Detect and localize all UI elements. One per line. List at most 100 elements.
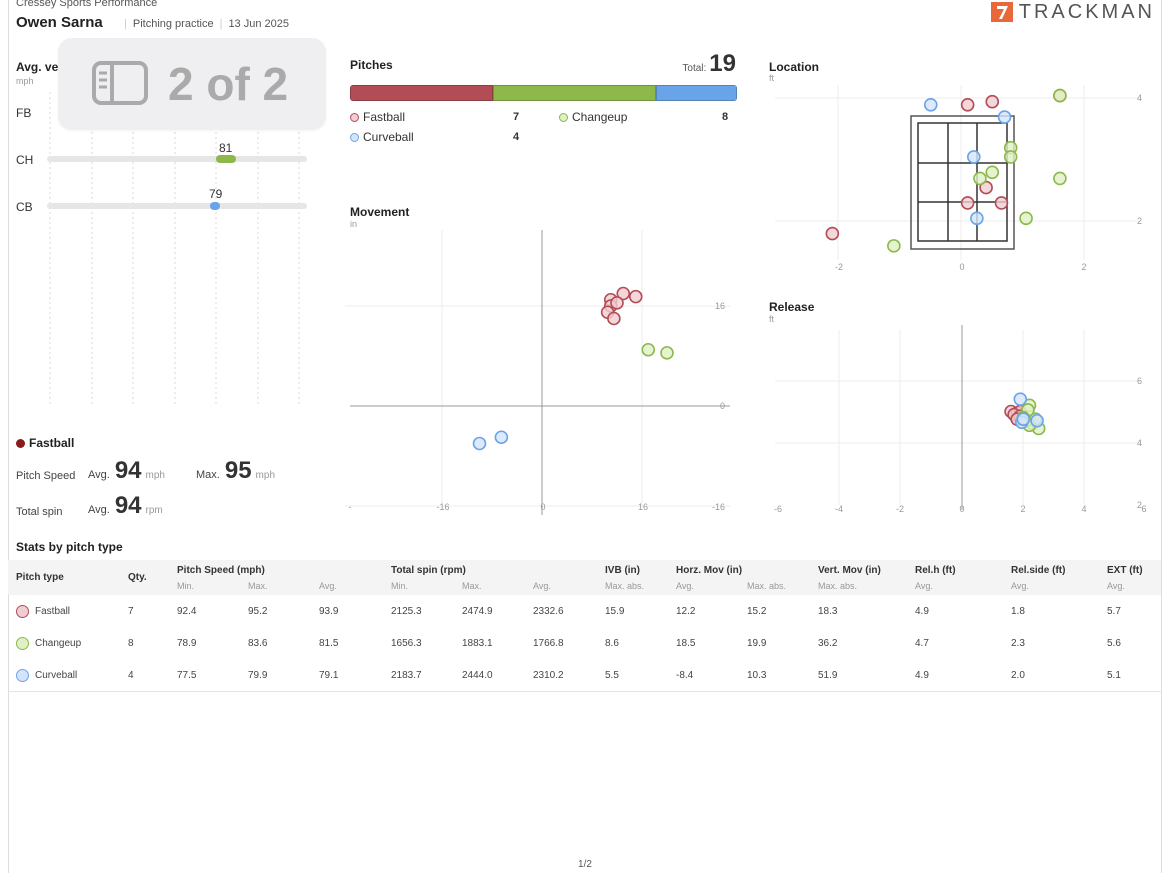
release-point-curveball [1030, 413, 1044, 428]
col-ext: EXT (ft) [1099, 560, 1161, 577]
col-vert-mov: Vert. Mov (in) [810, 560, 907, 577]
table-cell: 15.9 [605, 605, 625, 617]
pitch-type-label: Fastball [35, 605, 71, 617]
col-ivb: IVB (in) [597, 560, 668, 577]
sidebar-icon [92, 61, 148, 105]
fastball-dot-icon [350, 112, 359, 122]
location-unit: ft [769, 73, 775, 83]
movement-tick-label: -16 [712, 502, 725, 512]
table-cell: 36.2 [818, 637, 838, 649]
movement-chart: -16 0 16 16 0 -16 - [345, 230, 730, 515]
sub-spin-min: Min. [383, 577, 454, 595]
movement-tick-label: 16 [638, 502, 648, 512]
fastball-dot-icon [16, 604, 29, 618]
legend-fastball-label: Fastball [363, 110, 406, 124]
fastball-marker-icon [16, 438, 25, 448]
table-cell: 2332.6 [533, 605, 564, 617]
pitch-type-cell: Fastball [8, 595, 120, 627]
movement-tick-label: - [349, 502, 352, 512]
release-tick-label: 0 [959, 504, 964, 514]
table-cell: 81.5 [319, 637, 339, 649]
release-point-curveball [1016, 412, 1031, 427]
location-tick-label: 4 [1137, 93, 1142, 103]
table-cell: 51.9 [818, 669, 838, 681]
release-tick-label: 4 [1137, 438, 1142, 448]
pitches-total: Total: 19 [682, 50, 736, 78]
location-point-fastball [979, 180, 993, 195]
movement-point-changeup [660, 346, 674, 360]
pitch-mix-bar [350, 85, 737, 101]
table-cell: 12.2 [676, 605, 696, 617]
sub-ivb: Max. abs. [597, 577, 668, 595]
pitch-type-label: Curveball [35, 669, 78, 681]
legend-curveball: Curveball [350, 130, 414, 144]
table-cell: 1656.3 [391, 637, 422, 649]
legend-changeup-count: 8 [722, 111, 729, 123]
velocity-row-label-fb: FB [16, 106, 32, 120]
location-point-changeup [985, 165, 1000, 180]
release-chart: -6 -4 -2 0 2 4 6 6 4 2 [774, 325, 1147, 514]
location-point-curveball [967, 150, 981, 164]
table-cell: 2474.9 [462, 605, 493, 617]
page-frame-right [1161, 0, 1162, 873]
velocity-row-label-cb: CB [16, 200, 33, 214]
pitch-speed-avg-value: 94 [114, 457, 142, 484]
strike-zone-outer [910, 115, 1015, 250]
total-label: Total: [682, 63, 707, 74]
release-tick-label: 2 [1137, 500, 1142, 510]
release-tick-label: 6 [1141, 504, 1146, 514]
location-point-changeup [887, 239, 901, 253]
sub-spin-avg: Avg. [525, 577, 597, 595]
changeup-dot-icon [16, 636, 29, 650]
page-indicator-overlay[interactable]: 2 of 2 [58, 38, 326, 130]
table-cell: 1.8 [1011, 605, 1025, 617]
avg-label: Avg. [88, 504, 110, 516]
release-tick-label: -6 [774, 504, 782, 514]
curveball-dot-icon [350, 132, 359, 142]
stats-title: Stats by pitch type [16, 540, 123, 554]
location-point-fastball [960, 196, 975, 210]
table-cell: 77.5 [177, 669, 197, 681]
organization-name: Cressey Sports Performance [16, 0, 158, 9]
table-cell: 4.9 [915, 605, 929, 617]
table-cell: 7 [128, 605, 134, 617]
avg-velocity-unit: mph [16, 76, 34, 86]
col-pitch-type: Pitch type [8, 560, 120, 595]
table-cell: 78.9 [177, 637, 197, 649]
location-point-changeup [1053, 88, 1067, 103]
table-row: Curveball 4 77.5 79.9 79.1 2183.7 2444.0 2310.2… [8, 659, 1161, 692]
table-cell: 5.5 [605, 669, 619, 681]
release-unit: ft [769, 314, 775, 324]
release-tick-label: -4 [835, 504, 843, 514]
table-cell: 95.2 [248, 605, 268, 617]
changeup-dot-icon [559, 112, 568, 122]
table-cell: 79.9 [248, 669, 268, 681]
release-tick-label: 6 [1137, 376, 1142, 386]
velocity-value-cb: 79 [209, 187, 223, 201]
location-title: Location [769, 60, 819, 74]
col-rel-side: Rel.side (ft) [1003, 560, 1099, 577]
movement-point-fastball [628, 289, 643, 304]
table-cell: 10.3 [747, 669, 767, 681]
location-tick-label: 0 [959, 262, 964, 272]
location-tick-label: 2 [1137, 216, 1142, 226]
table-cell: 83.6 [248, 637, 268, 649]
sub-ext: Avg. [1099, 577, 1161, 595]
table-cell: 2.3 [1011, 637, 1025, 649]
sub-spin-max: Max. [454, 577, 525, 595]
release-title: Release [769, 300, 815, 314]
session-meta: | Pitching practice | 13 Jun 2025 [118, 18, 289, 30]
stats-table: Pitch type Qty. Pitch Speed (mph) Total … [8, 560, 1161, 692]
divider: | [124, 18, 127, 30]
legend-curveball-count: 4 [513, 131, 520, 143]
trackman-logo-icon [990, 2, 1013, 22]
divider: | [219, 18, 223, 30]
velocity-value-ch: 81 [219, 141, 233, 155]
table-cell: 2444.0 [462, 669, 493, 681]
legend-changeup-label: Changeup [572, 110, 628, 124]
table-cell: 18.5 [676, 637, 696, 649]
col-qty: Qty. [120, 560, 169, 595]
table-cell: 5.1 [1107, 669, 1121, 681]
avg-label: Avg. [88, 469, 110, 481]
location-tick-label: 2 [1081, 262, 1086, 272]
